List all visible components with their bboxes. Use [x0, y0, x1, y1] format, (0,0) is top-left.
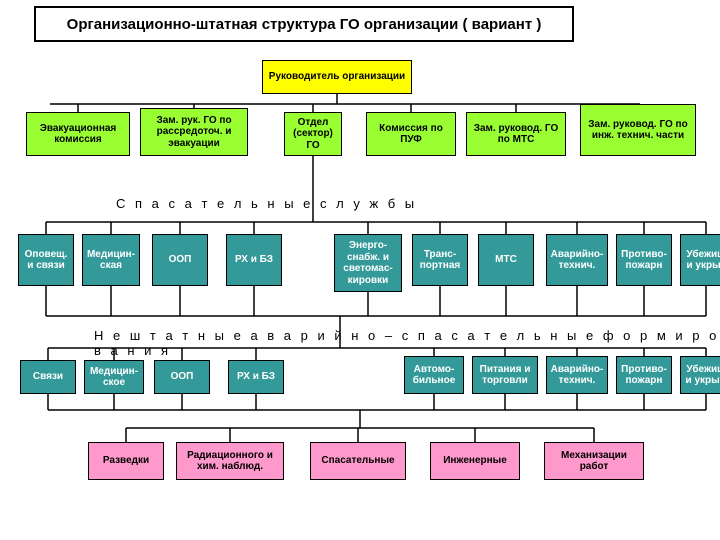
- row4-node-3: РХ и БЗ: [228, 360, 284, 394]
- row3-node-4-label: Энерго- снабж. и светомас- кировки: [337, 240, 399, 286]
- row2-node-3-label: Комиссия по ПУФ: [369, 123, 453, 146]
- row4-node-8: Убежищ и укрыт.: [680, 356, 720, 394]
- row5-node-3-label: Инженерные: [443, 455, 507, 467]
- row3-node-1-label: Медицин- ская: [85, 249, 137, 272]
- row3-node-7-label: Аварийно- технич.: [549, 249, 605, 272]
- row5-node-0: Разведки: [88, 442, 164, 480]
- row2-node-4-label: Зам. руковод. ГО по МТС: [469, 123, 563, 146]
- row4-node-1-label: Медицин- ское: [87, 366, 141, 389]
- row4-node-2-label: ООП: [171, 371, 194, 383]
- row3-node-5-label: Транс- портная: [415, 249, 465, 272]
- row3-node-7: Аварийно- технич.: [546, 234, 608, 286]
- row2-node-5: Зам. руковод. ГО по инж. технич. части: [580, 104, 696, 156]
- row5-node-3: Инженерные: [430, 442, 520, 480]
- row4-node-7: Противо- пожарн: [616, 356, 672, 394]
- row5-node-4: Механизации работ: [544, 442, 644, 480]
- row4-node-6-label: Аварийно- технич.: [549, 364, 605, 387]
- row4-node-5: Питания и торговли: [472, 356, 538, 394]
- row4-node-3-label: РХ и БЗ: [237, 371, 275, 383]
- row3-node-0-label: Оповещ. и связи: [21, 249, 71, 272]
- head-node-label: Руководитель организации: [269, 71, 405, 83]
- row4-node-4: Автомо- бильное: [404, 356, 464, 394]
- row5-node-1: Радиационного и хим. наблюд.: [176, 442, 284, 480]
- row3-node-6-label: МТС: [495, 254, 517, 266]
- section-label-0: С п а с а т е л ь н ы е с л у ж б ы: [116, 196, 417, 211]
- row4-node-1: Медицин- ское: [84, 360, 144, 394]
- row5-node-2-label: Спасательные: [321, 455, 394, 467]
- row3-node-4: Энерго- снабж. и светомас- кировки: [334, 234, 402, 292]
- row2-node-4: Зам. руковод. ГО по МТС: [466, 112, 566, 156]
- row2-node-2: Отдел (сектор) ГО: [284, 112, 342, 156]
- row2-node-2-label: Отдел (сектор) ГО: [287, 117, 339, 152]
- row2-node-0-label: Эвакуационная комиссия: [29, 123, 127, 146]
- head-node: Руководитель организации: [262, 60, 412, 94]
- row3-node-2: ООП: [152, 234, 208, 286]
- row3-node-2-label: ООП: [169, 254, 192, 266]
- diagram-title: Организационно-штатная структура ГО орга…: [34, 6, 574, 42]
- row5-node-2: Спасательные: [310, 442, 406, 480]
- row2-node-1: Зам. рук. ГО по рассредоточ. и эвакуации: [140, 108, 248, 156]
- row3-node-9: Убежищ и укрыт: [680, 234, 720, 286]
- row3-node-0: Оповещ. и связи: [18, 234, 74, 286]
- row4-node-2: ООП: [154, 360, 210, 394]
- row3-node-3: РХ и БЗ: [226, 234, 282, 286]
- row4-node-6: Аварийно- технич.: [546, 356, 608, 394]
- row5-node-1-label: Радиационного и хим. наблюд.: [179, 450, 281, 473]
- row3-node-1: Медицин- ская: [82, 234, 140, 286]
- row4-node-7-label: Противо- пожарн: [619, 364, 669, 387]
- row5-node-0-label: Разведки: [103, 455, 149, 467]
- row4-node-8-label: Убежищ и укрыт.: [683, 364, 720, 387]
- row4-node-4-label: Автомо- бильное: [407, 364, 461, 387]
- row3-node-8: Противо- пожарн: [616, 234, 672, 286]
- row4-node-5-label: Питания и торговли: [475, 364, 535, 387]
- row2-node-0: Эвакуационная комиссия: [26, 112, 130, 156]
- row2-node-3: Комиссия по ПУФ: [366, 112, 456, 156]
- row3-node-9-label: Убежищ и укрыт: [683, 249, 720, 272]
- section-label-1: Н е ш т а т н ы е а в а р и й н о – с п …: [94, 328, 720, 358]
- row5-node-4-label: Механизации работ: [547, 450, 641, 473]
- diagram-title-text: Организационно-штатная структура ГО орга…: [67, 16, 542, 33]
- row4-node-0: Связи: [20, 360, 76, 394]
- row3-node-3-label: РХ и БЗ: [235, 254, 273, 266]
- row3-node-5: Транс- портная: [412, 234, 468, 286]
- row3-node-8-label: Противо- пожарн: [619, 249, 669, 272]
- row2-node-5-label: Зам. руковод. ГО по инж. технич. части: [583, 119, 693, 142]
- row3-node-6: МТС: [478, 234, 534, 286]
- row2-node-1-label: Зам. рук. ГО по рассредоточ. и эвакуации: [143, 115, 245, 150]
- row4-node-0-label: Связи: [33, 371, 63, 383]
